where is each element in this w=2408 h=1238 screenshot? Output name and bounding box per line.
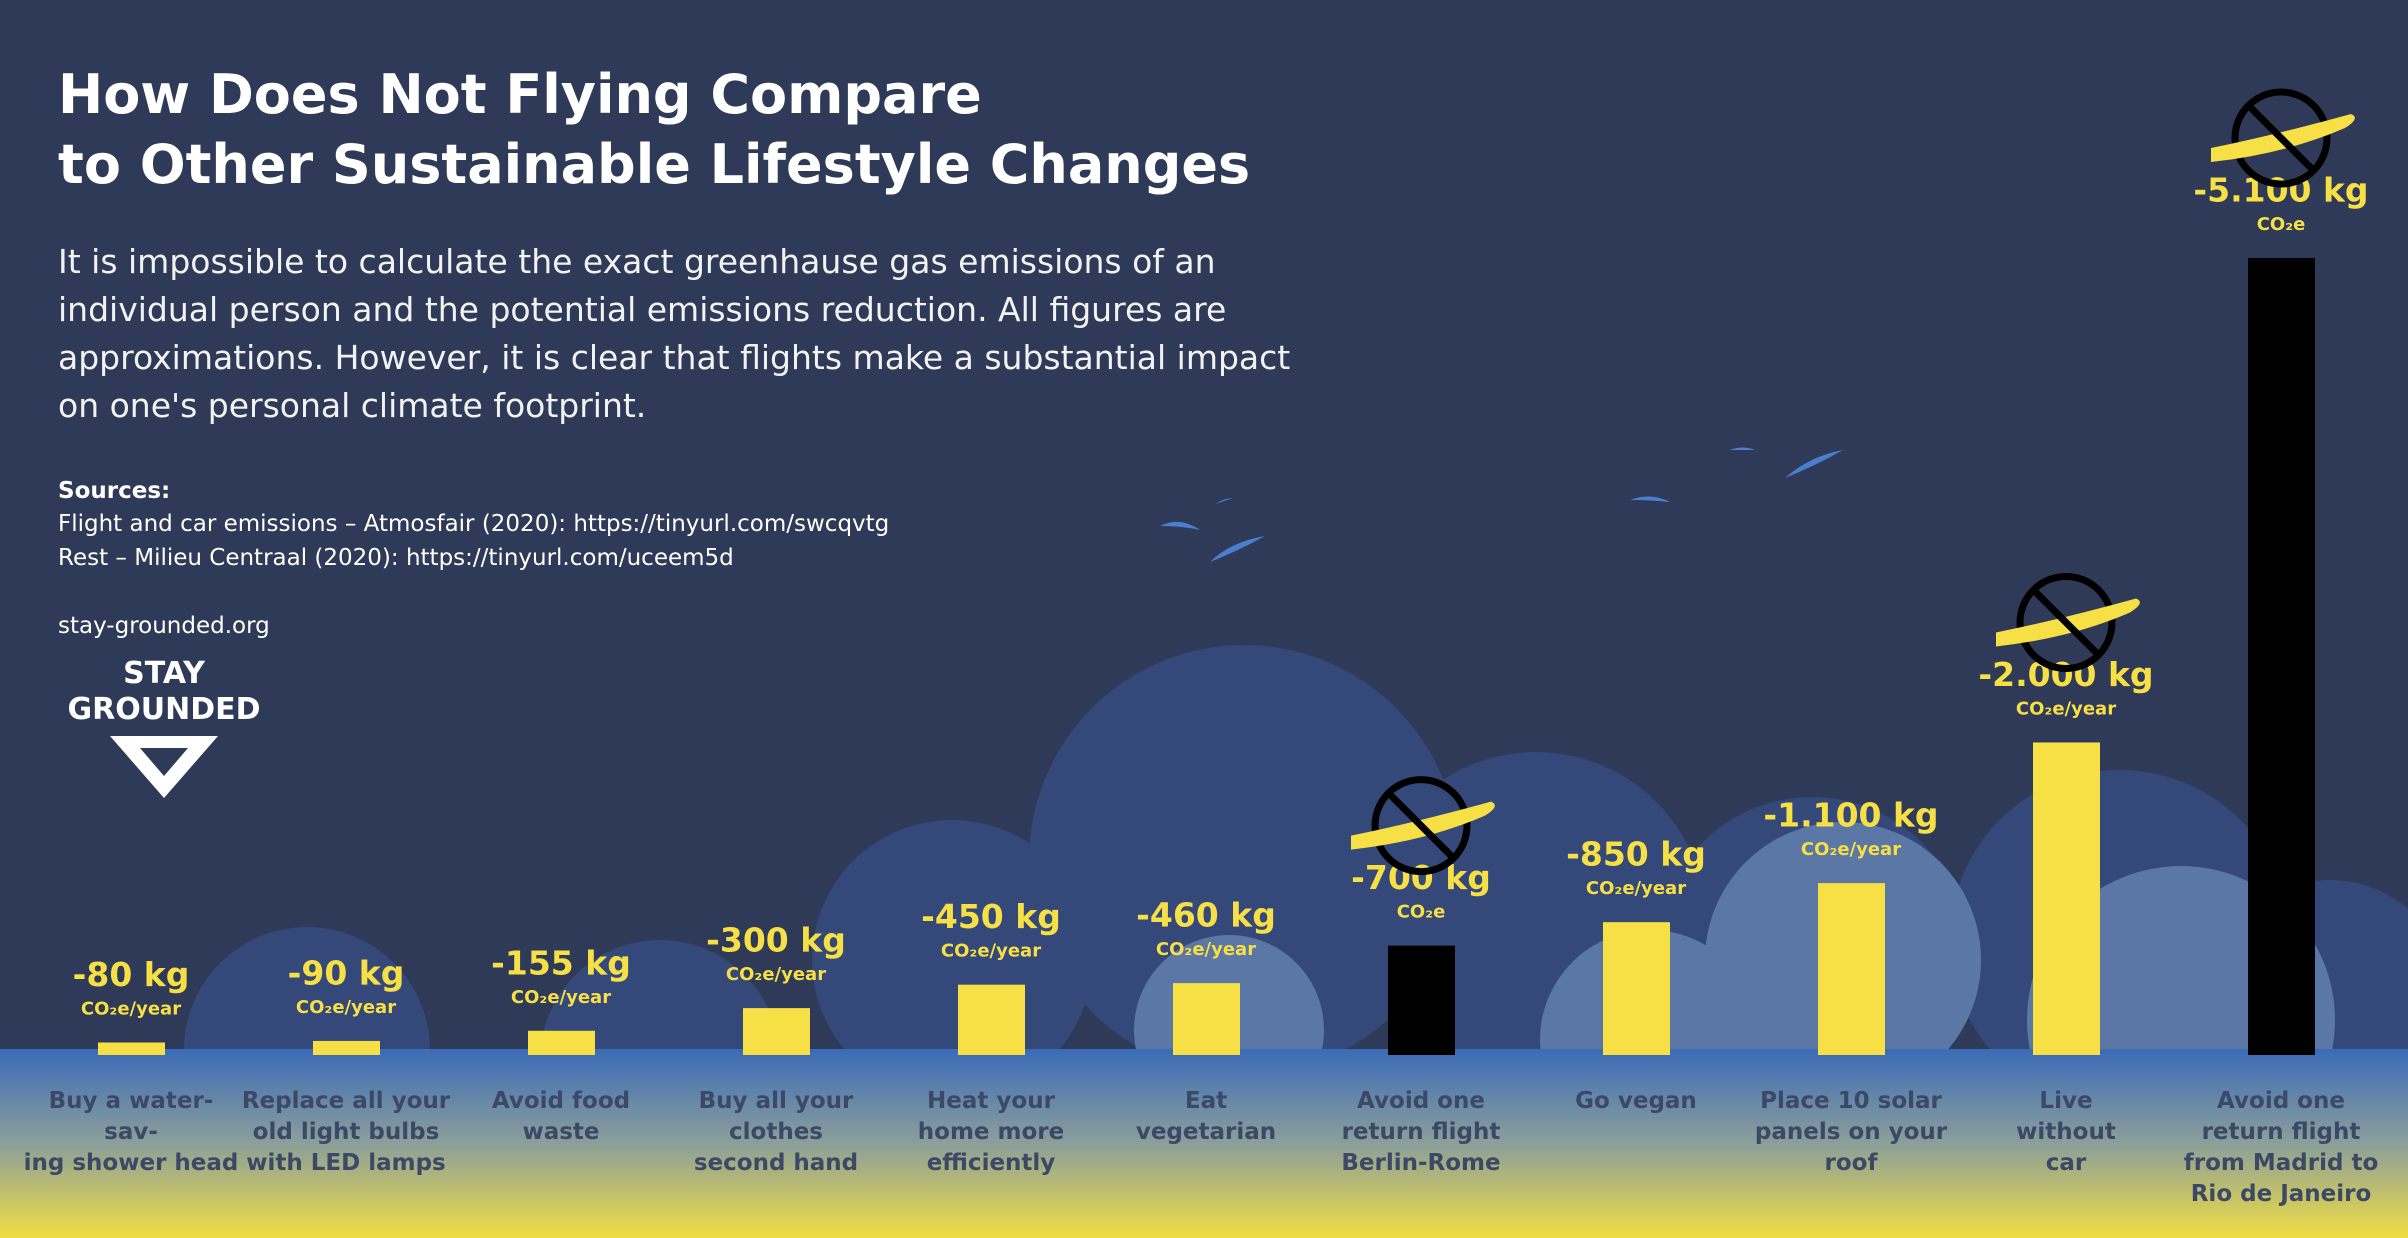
bar <box>2033 742 2100 1055</box>
category-label: Buy all your clothes second hand <box>693 1088 859 1176</box>
bar <box>528 1030 595 1055</box>
icon-no-sign <box>2016 572 2116 672</box>
category-label: Place 10 solar panels on your roof <box>1754 1088 1948 1176</box>
value-unit: CO₂e/year <box>2016 698 2116 719</box>
value-label: -155 kg <box>491 943 631 982</box>
birds <box>1160 447 1843 562</box>
value-unit: CO₂e <box>2257 214 2306 235</box>
value-unit: CO₂e/year <box>81 998 181 1019</box>
value-label: -2.000 kg <box>1978 655 2153 694</box>
bar <box>313 1040 380 1055</box>
value-label: -850 kg <box>1566 835 1706 874</box>
description: It is impossible to calculate the exact … <box>58 242 1291 425</box>
bar <box>1603 922 1670 1055</box>
bar <box>958 984 1025 1055</box>
title: How Does Not Flying Compare to Other Sus… <box>58 63 1251 196</box>
bar <box>1818 883 1885 1055</box>
source: Rest – Milieu Centraal (2020): https://t… <box>58 545 734 571</box>
value-unit: CO₂e/year <box>941 941 1041 962</box>
icon-slash <box>2246 103 2316 173</box>
value-label: -90 kg <box>288 953 405 992</box>
bar <box>1388 945 1455 1055</box>
value-label: -5.100 kg <box>2193 171 2368 210</box>
bar <box>98 1042 165 1055</box>
value-label: -450 kg <box>921 897 1061 936</box>
category-label: Heat your home more efficiently <box>917 1088 1065 1176</box>
category-label: Go vegan <box>1575 1088 1697 1114</box>
bar <box>743 1008 810 1055</box>
value-label: -700 kg <box>1351 858 1491 897</box>
category-label: Avoid food waste <box>491 1088 631 1145</box>
value-unit: CO₂e/year <box>1156 939 1256 960</box>
ground <box>0 1049 2408 1238</box>
source: Flight and car emissions – Atmosfair (20… <box>58 511 890 537</box>
sources-heading: Sources: <box>58 478 171 504</box>
value-unit: CO₂e/year <box>511 987 611 1008</box>
logo: STAY GROUNDED <box>67 656 261 727</box>
icon-no-sign <box>1371 776 1471 876</box>
category-label: Buy a water-sav- ing shower head <box>23 1088 239 1176</box>
value-unit: CO₂e/year <box>296 997 396 1018</box>
value-unit: CO₂e/year <box>1586 878 1686 899</box>
category-label: Eat vegetarian <box>1135 1088 1277 1145</box>
bar <box>2248 258 2315 1055</box>
value-unit: CO₂e/year <box>726 964 826 985</box>
value-label: -300 kg <box>706 921 846 960</box>
bar <box>1173 983 1240 1055</box>
website: stay-grounded.org <box>58 613 270 639</box>
value-unit: CO₂e/year <box>1801 839 1901 860</box>
icon-no-sign <box>2231 88 2331 188</box>
value-unit: CO₂e <box>1397 902 1446 923</box>
category-label: Live without car <box>2016 1088 2116 1176</box>
icon-slash <box>1386 791 1456 861</box>
logo-chevron <box>110 736 218 798</box>
category-label: Avoid one return flight from Madrid to R… <box>2183 1088 2379 1207</box>
value-label: -460 kg <box>1136 896 1276 935</box>
value-label: -1.100 kg <box>1763 796 1938 835</box>
category-label: Replace all your old light bulbs with LE… <box>241 1088 451 1176</box>
value-label: -80 kg <box>73 955 190 994</box>
icon-slash <box>2031 587 2101 657</box>
category-label: Avoid one return flight Berlin-Rome <box>1341 1088 1501 1176</box>
